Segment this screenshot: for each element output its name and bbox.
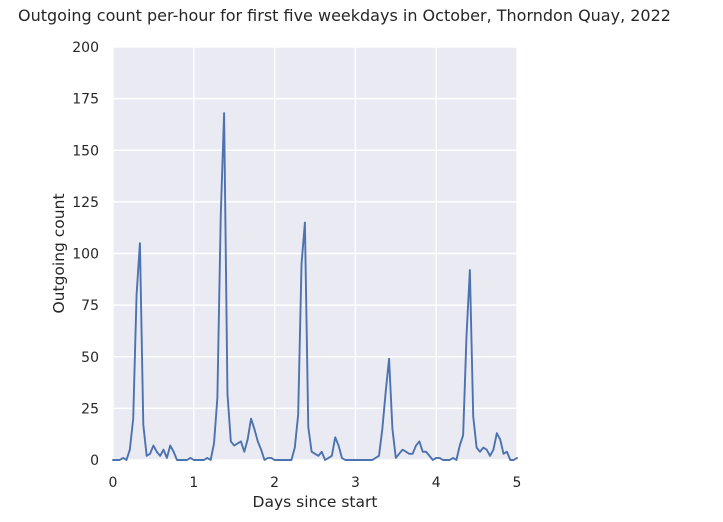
x-axis-label: Days since start <box>253 493 378 511</box>
x-tick-label: 0 <box>109 475 118 491</box>
x-tick-label: 4 <box>432 475 441 491</box>
x-tick-label: 2 <box>270 475 279 491</box>
series-line <box>112 112 518 461</box>
x-tick-label: 3 <box>351 475 360 491</box>
line-series <box>112 112 518 461</box>
x-tick-label: 5 <box>513 475 522 491</box>
chart-title: Outgoing count per-hour for first five w… <box>18 6 671 25</box>
y-tick-label: 50 <box>81 350 99 366</box>
y-tick-label: 25 <box>81 401 99 417</box>
y-tick-label: 150 <box>72 143 99 159</box>
y-axis-label: Outgoing count <box>50 193 68 313</box>
x-tick-label: 1 <box>189 475 198 491</box>
y-tick-label: 75 <box>81 298 99 314</box>
y-tick-label: 200 <box>72 40 99 56</box>
y-tick-label: 100 <box>72 247 99 263</box>
y-tick-label: 175 <box>72 92 99 108</box>
grid-lines <box>112 46 518 461</box>
y-tick-label: 0 <box>90 453 99 469</box>
y-tick-label: 125 <box>72 195 99 211</box>
